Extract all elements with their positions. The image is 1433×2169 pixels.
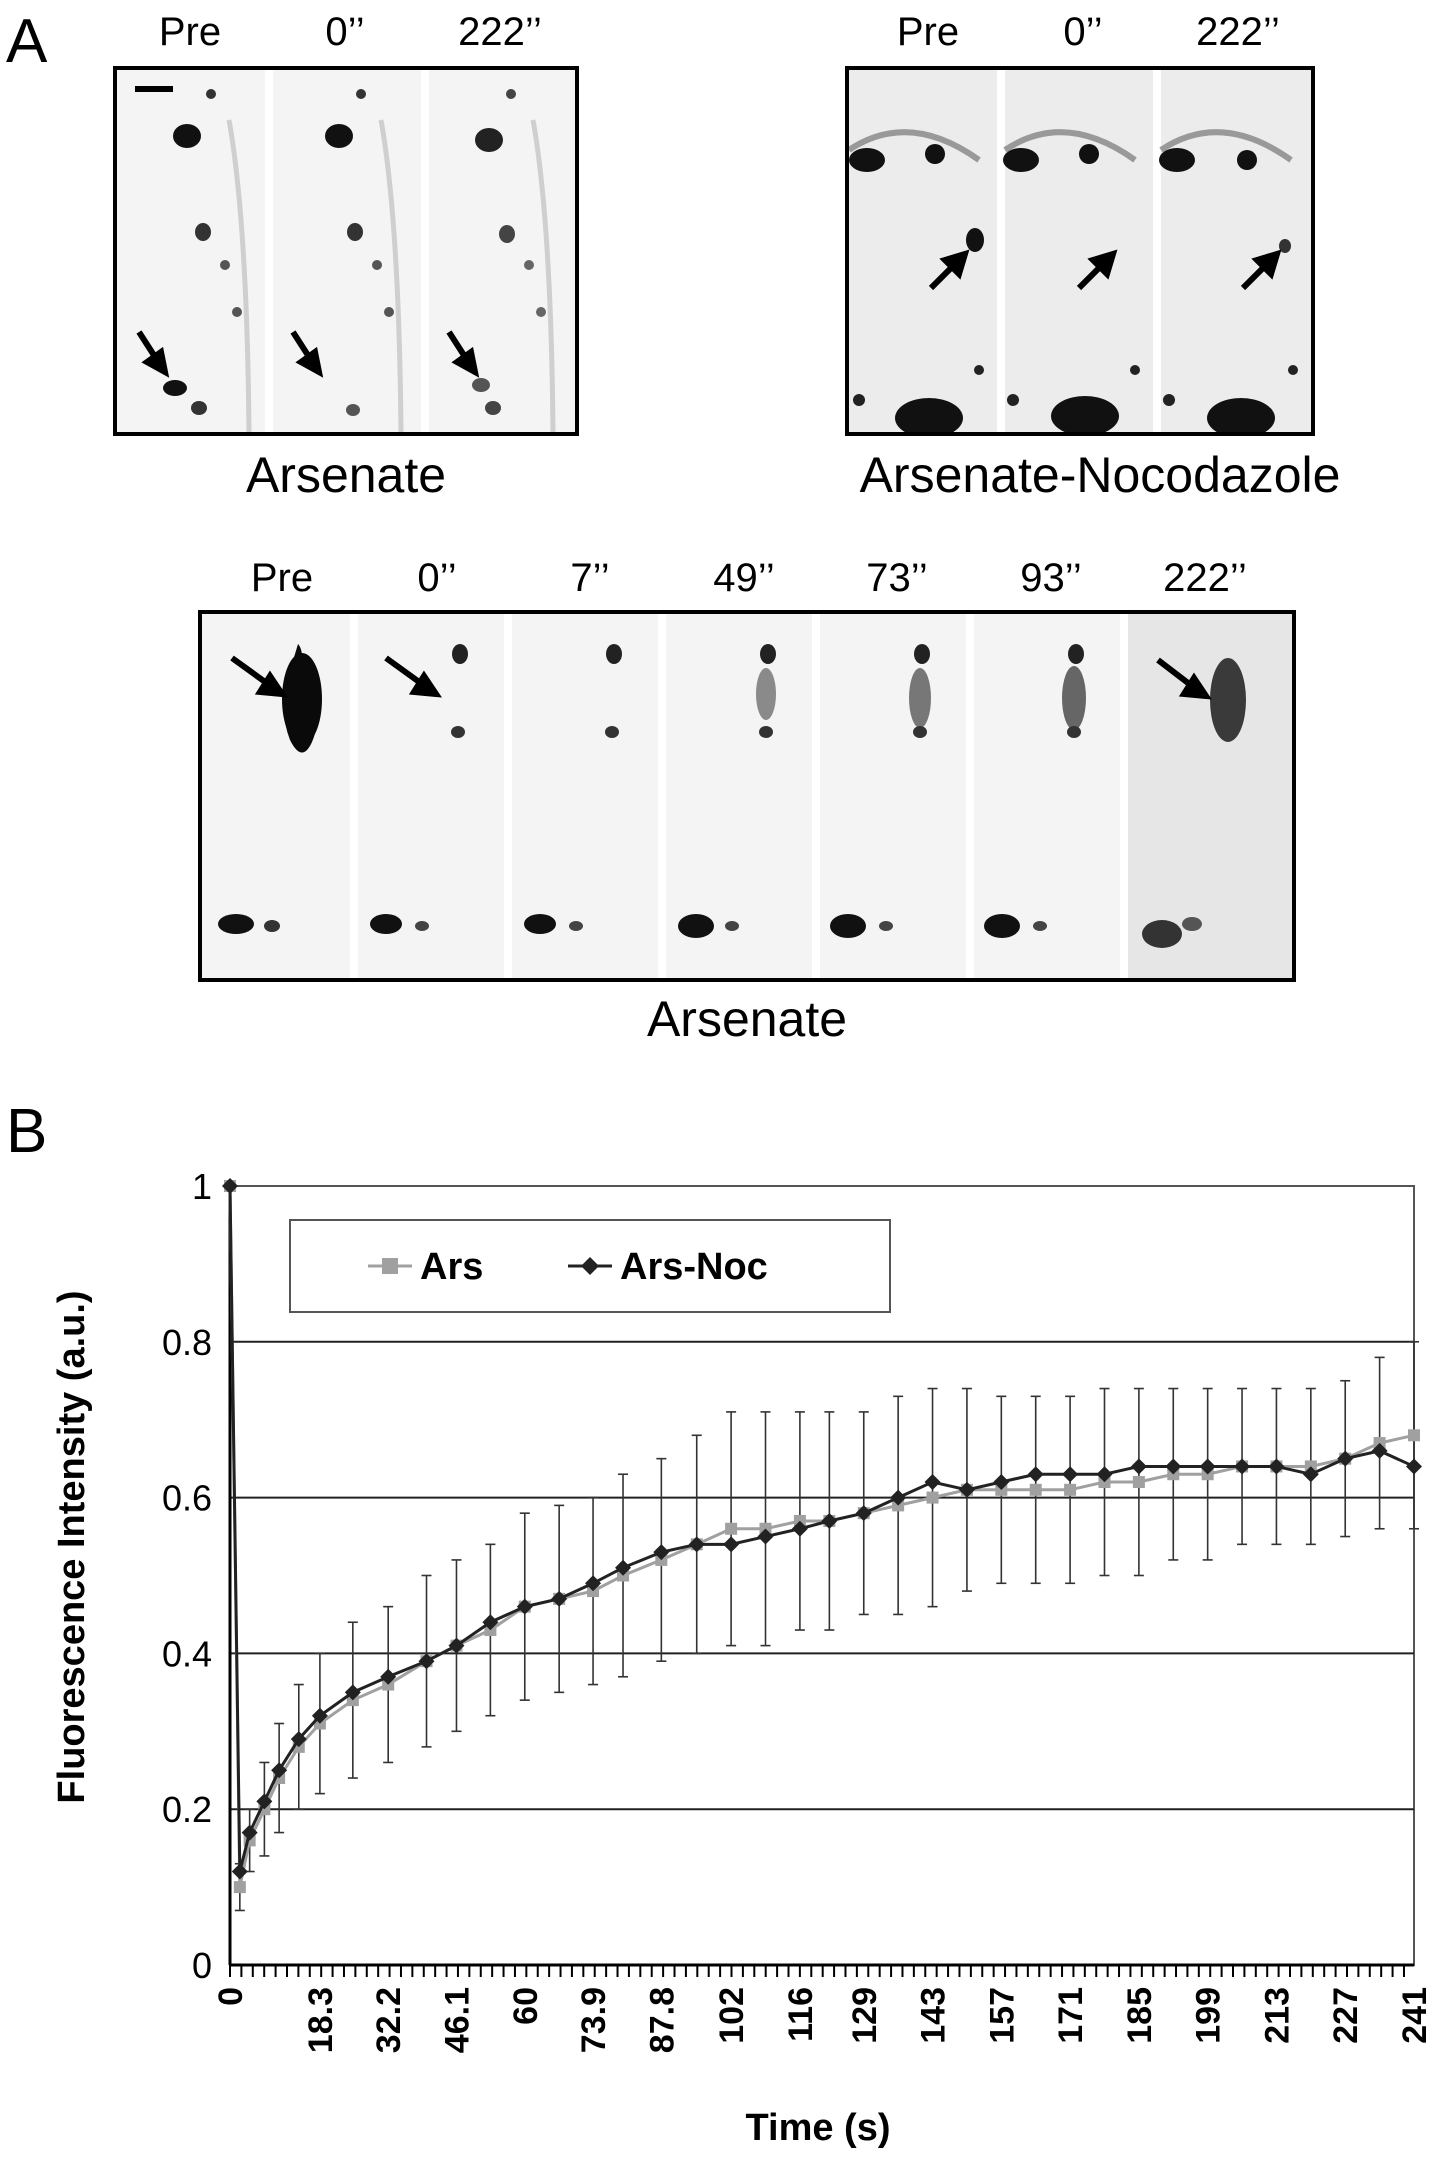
panel-b-letter: B [6, 1097, 48, 1166]
data-point [311, 1707, 328, 1724]
time-label: 7’’ [570, 556, 610, 600]
data-point [1337, 1450, 1354, 1467]
data-point [821, 1512, 838, 1529]
x-tick-label: 227 [1327, 1987, 1365, 2044]
caption-arsenate-nocodazole: Arsenate-Nocodazole [859, 447, 1341, 503]
legend-label: Ars-Noc [620, 1246, 768, 1288]
data-point [1302, 1466, 1319, 1483]
data-point [615, 1559, 632, 1576]
x-tick-label: 102 [713, 1987, 751, 2044]
x-tick-label: 116 [782, 1987, 820, 2042]
data-point [653, 1544, 670, 1561]
data-point [1406, 1458, 1422, 1475]
time-label: 222’’ [458, 10, 542, 54]
time-label: 222’’ [1163, 556, 1247, 600]
y-tick-label: 0.8 [162, 1322, 212, 1363]
data-point [1132, 1476, 1145, 1489]
data-point [1027, 1466, 1044, 1483]
x-tick-label: 241 [1396, 1987, 1433, 2044]
data-point [725, 1522, 738, 1535]
data-point [1371, 1442, 1388, 1459]
time-label: Pre [896, 10, 960, 54]
data-point [482, 1614, 499, 1631]
data-point [1234, 1458, 1251, 1475]
y-tick-label: 0 [192, 1945, 212, 1986]
data-point [723, 1536, 740, 1553]
data-point [380, 1668, 397, 1685]
time-label: Pre [250, 556, 314, 600]
x-tick-label: 129 [846, 1987, 884, 2044]
time-label: 0’’ [325, 10, 365, 54]
y-tick-label: 1 [192, 1166, 212, 1207]
data-point [448, 1637, 465, 1654]
data-point [418, 1653, 435, 1670]
data-point [688, 1536, 705, 1553]
data-point [1029, 1483, 1042, 1496]
data-point [1096, 1466, 1113, 1483]
data-point [993, 1474, 1010, 1491]
data-point [1268, 1458, 1285, 1475]
x-tick-label: 60 [507, 1987, 545, 2025]
legend-marker [382, 1258, 398, 1274]
x-tick-label: 157 [983, 1987, 1021, 2044]
time-label: 0’’ [1063, 10, 1103, 54]
x-tick-label: 185 [1121, 1987, 1159, 2044]
data-point [290, 1731, 307, 1748]
legend-marker [581, 1257, 599, 1275]
panel-a-letter: A [6, 7, 48, 76]
data-point [585, 1575, 602, 1592]
data-point [231, 1863, 248, 1880]
data-point [855, 1505, 872, 1522]
data-point [222, 1178, 238, 1194]
y-axis-label: Fluorescence Intensity (a.u.) [51, 1290, 93, 1803]
x-tick-label: 0 [212, 1987, 250, 2006]
data-point [551, 1590, 568, 1607]
data-point [344, 1684, 361, 1701]
y-tick-label: 0.4 [162, 1633, 212, 1674]
data-point [256, 1793, 273, 1810]
time-label: 222’’ [1196, 10, 1280, 54]
data-point [233, 1881, 246, 1894]
time-label: 49’’ [713, 556, 775, 600]
legend-label: Ars [420, 1246, 483, 1288]
x-axis-label: Time (s) [745, 2107, 890, 2149]
time-label: 93’’ [1020, 556, 1082, 600]
x-tick-label: 73.9 [575, 1987, 613, 2053]
micrograph-strip-arsenate-nocodazole [845, 66, 1315, 436]
data-point [958, 1481, 975, 1498]
time-label: 73’’ [866, 556, 928, 600]
x-tick-label: 143 [915, 1987, 953, 2044]
y-tick-label: 0.6 [162, 1478, 212, 1519]
caption-arsenate-bottom: Arsenate [646, 991, 848, 1047]
data-point [926, 1491, 939, 1504]
data-point [241, 1824, 258, 1841]
data-point [757, 1528, 774, 1545]
y-tick-label: 0.2 [162, 1789, 212, 1830]
time-label: 0’’ [417, 556, 457, 600]
data-point [890, 1489, 907, 1506]
data-point [1165, 1458, 1182, 1475]
data-point [791, 1520, 808, 1537]
data-point [1064, 1483, 1077, 1496]
x-tick-label: 87.8 [643, 1987, 681, 2053]
data-point [1408, 1429, 1420, 1442]
micrograph-strip-arsenate-bottom [198, 610, 1296, 982]
x-tick-label: 46.1 [438, 1987, 476, 2053]
data-point [271, 1762, 288, 1779]
x-tick-label: 213 [1258, 1987, 1296, 2044]
data-point [1199, 1458, 1216, 1475]
x-tick-label: 171 [1052, 1987, 1090, 2044]
data-point [924, 1474, 941, 1491]
data-point [1130, 1458, 1147, 1475]
caption-arsenate-top: Arsenate [245, 447, 447, 503]
micrograph-strip-arsenate-top [113, 66, 579, 436]
data-point [1062, 1466, 1079, 1483]
x-tick-label: 18.3 [302, 1987, 340, 2053]
time-label: Pre [158, 10, 222, 54]
fluorescence-recovery-chart: 0 0.2 0.4 0.6 0.8 1 0 18.3 32.2 46.1 60 73.9 87.8 102… [51, 1166, 1433, 2149]
x-tick-label: 32.2 [370, 1987, 408, 2053]
data-point [516, 1598, 533, 1615]
x-tick-label: 199 [1190, 1987, 1228, 2044]
